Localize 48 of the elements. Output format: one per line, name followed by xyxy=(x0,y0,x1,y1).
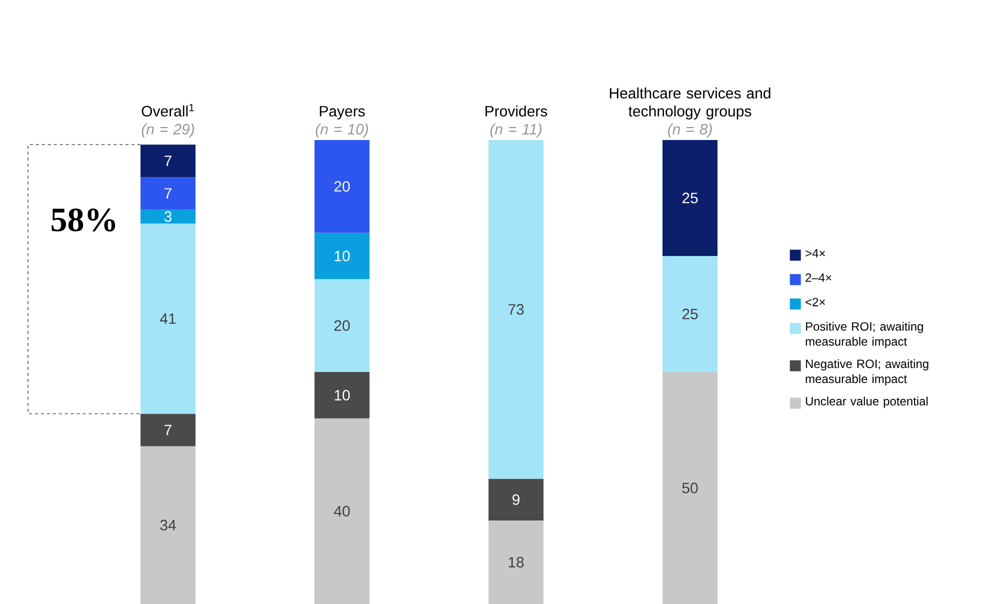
x-tick-label: Providers xyxy=(486,106,548,117)
data-label: 25 xyxy=(682,192,698,204)
data-label: 50 xyxy=(682,482,698,494)
data-label: 7 xyxy=(164,424,172,436)
bar xyxy=(140,177,196,210)
bar xyxy=(140,224,196,414)
x-tick-label: Payers xyxy=(320,106,365,120)
legend-label: Unclear value potential xyxy=(806,396,928,408)
text: (n = 29) xyxy=(142,124,194,138)
data-label: 41 xyxy=(160,313,176,324)
data-label: 7 xyxy=(164,156,172,166)
bar xyxy=(314,140,370,233)
data-label: 18 xyxy=(508,556,524,568)
bar xyxy=(314,372,370,418)
bar xyxy=(488,520,544,604)
annotation: 58% xyxy=(52,208,116,232)
bar xyxy=(140,446,196,604)
bar xyxy=(488,478,544,520)
legend-label: Positive ROI; awaiting measurable impact xyxy=(806,322,923,348)
bar xyxy=(662,256,718,372)
data-label: 20 xyxy=(334,181,350,192)
bar xyxy=(662,372,718,604)
data-label: 9 xyxy=(512,494,520,505)
data-label: 20 xyxy=(334,320,350,331)
legend-label: >4× xyxy=(806,249,825,258)
x-tick-label: Overall$^{1}$ xyxy=(142,104,194,117)
legend-label: <2× xyxy=(806,298,825,306)
bar xyxy=(314,279,370,372)
data-label: 10 xyxy=(334,250,350,262)
data-label: 3 xyxy=(164,211,172,222)
data-label: 34 xyxy=(160,520,176,530)
x-tick-label: Healthcare services and technology groups xyxy=(610,88,770,120)
data-label: 73 xyxy=(508,304,524,315)
bar xyxy=(662,140,718,256)
bar xyxy=(140,144,196,178)
bar xyxy=(140,210,196,224)
legend-label: Negative ROI; awaiting measurable impact xyxy=(806,359,928,386)
bar xyxy=(488,140,544,479)
text: (n = 10) xyxy=(316,124,368,138)
bar xyxy=(314,418,370,604)
legend-label: 2–4× xyxy=(806,273,832,282)
data-label: 40 xyxy=(334,506,350,516)
data-label: 10 xyxy=(334,390,350,400)
text: (n = 11) xyxy=(490,124,542,138)
data-label: 7 xyxy=(164,188,172,199)
text: (n = 8) xyxy=(668,124,712,138)
data-label: 25 xyxy=(682,308,698,320)
bar xyxy=(314,232,370,280)
